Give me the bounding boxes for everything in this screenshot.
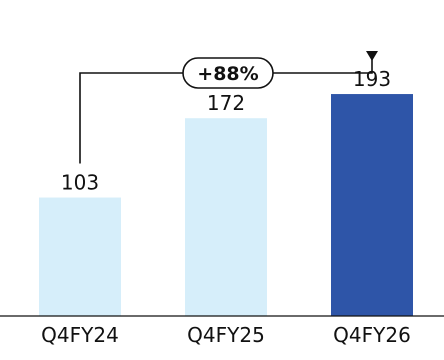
value-label-q4fy25: 172: [207, 91, 245, 115]
value-label-q4fy24: 103: [61, 171, 99, 195]
category-label-q4fy25: Q4FY25: [187, 323, 265, 347]
growth-badge-text: +88%: [197, 63, 258, 85]
bar-q4fy26: [331, 94, 413, 316]
category-label-q4fy26: Q4FY26: [333, 323, 411, 347]
bar-q4fy24: [39, 197, 121, 316]
growth-annotation: +88%: [79, 51, 378, 164]
growth-arrowhead: [366, 51, 378, 62]
growth-badge: [182, 57, 274, 89]
bar-q4fy25: [185, 118, 267, 316]
bars-group: [39, 94, 413, 316]
category-labels-group: Q4FY24 Q4FY25 Q4FY26: [41, 323, 411, 347]
category-label-q4fy24: Q4FY24: [41, 323, 119, 347]
